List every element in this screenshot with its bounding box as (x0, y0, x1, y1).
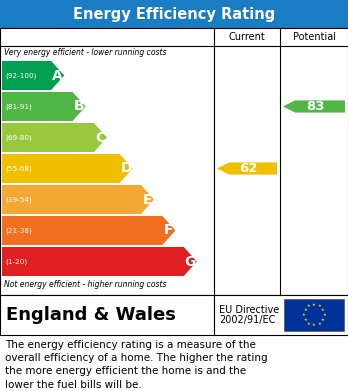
Polygon shape (2, 185, 154, 214)
Text: 83: 83 (306, 100, 324, 113)
Text: Current: Current (229, 32, 266, 42)
Text: Potential: Potential (293, 32, 335, 42)
Text: F: F (164, 224, 174, 237)
Text: A: A (52, 68, 63, 83)
Text: 2002/91/EC: 2002/91/EC (219, 315, 275, 325)
Bar (0, 295, 348, 335)
Bar (0, 28, 348, 295)
Text: E: E (143, 192, 152, 206)
Text: ★: ★ (303, 308, 307, 312)
Polygon shape (2, 92, 86, 121)
Bar (284, 299, 344, 331)
Text: (39-54): (39-54) (5, 196, 32, 203)
Text: ★: ★ (312, 323, 316, 327)
Text: Very energy efficient - lower running costs: Very energy efficient - lower running co… (4, 48, 166, 57)
Text: (81-91): (81-91) (5, 103, 32, 110)
Text: ★: ★ (317, 322, 321, 326)
Text: (1-20): (1-20) (5, 258, 27, 265)
Text: ★: ★ (307, 322, 311, 326)
Polygon shape (217, 162, 277, 175)
Text: (92-100): (92-100) (5, 72, 37, 79)
Text: ★: ★ (322, 313, 326, 317)
Text: ★: ★ (302, 313, 306, 317)
Polygon shape (2, 247, 197, 276)
Polygon shape (2, 154, 133, 183)
Text: ★: ★ (321, 318, 325, 322)
Text: EU Directive: EU Directive (219, 305, 279, 315)
Text: England & Wales: England & Wales (6, 306, 176, 324)
Text: Not energy efficient - higher running costs: Not energy efficient - higher running co… (4, 280, 166, 289)
Polygon shape (2, 61, 64, 90)
Bar (0, 0, 348, 28)
Text: B: B (74, 99, 84, 113)
Text: ★: ★ (317, 304, 321, 308)
Text: The energy efficiency rating is a measure of the
overall efficiency of a home. T: The energy efficiency rating is a measur… (5, 340, 268, 389)
Text: ★: ★ (321, 308, 325, 312)
Polygon shape (2, 123, 107, 152)
Text: ★: ★ (303, 318, 307, 322)
Text: (69-80): (69-80) (5, 134, 32, 141)
Text: ★: ★ (312, 303, 316, 307)
Polygon shape (283, 100, 345, 113)
Text: Energy Efficiency Rating: Energy Efficiency Rating (73, 7, 275, 22)
Text: (21-38): (21-38) (5, 227, 32, 234)
Text: D: D (120, 161, 132, 176)
Text: G: G (185, 255, 196, 269)
Polygon shape (2, 216, 175, 245)
Text: 62: 62 (239, 162, 258, 175)
Text: ★: ★ (307, 304, 311, 308)
Text: C: C (95, 131, 105, 145)
Text: (55-68): (55-68) (5, 165, 32, 172)
